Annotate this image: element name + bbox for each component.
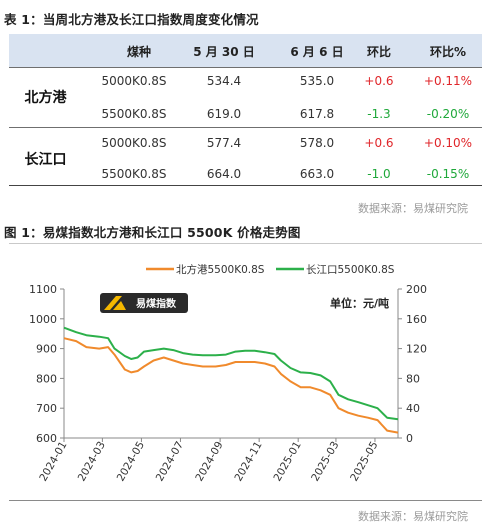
cell-coal: 5000K0.8S [101, 74, 167, 88]
cell-may30: 534.4 [206, 74, 242, 88]
x-tick-label: 2025-03 [309, 440, 341, 484]
left-tick-label: 1100 [29, 283, 57, 296]
unit-label: 单位：元/吨 [330, 296, 389, 310]
chart-bottom-rule [9, 500, 482, 501]
right-tick-label: 40 [406, 402, 420, 415]
legend-label-north-port: 北方港5500K0.8S [176, 263, 265, 276]
left-tick-label: 900 [36, 343, 57, 356]
cell-change: -1.3 [367, 107, 391, 121]
cell-coal: 5500K0.8S [101, 107, 167, 121]
cell-may30: 577.4 [206, 136, 242, 150]
cell-change-pct: +0.10% [423, 136, 473, 150]
header-change: 环比 [366, 45, 391, 59]
x-tick-label: 2024-03 [76, 440, 108, 484]
price-trend-chart: 北方港5500K0.8S 长江口5500K0.8S 易煤指数 单位：元/吨 60… [29, 263, 427, 484]
header-jun-6: 6 月 6 日 [290, 45, 344, 59]
right-tick-label: 0 [406, 432, 413, 445]
right-tick-label: 200 [406, 283, 427, 296]
right-tick-label: 120 [406, 343, 427, 356]
cell-change: -1.0 [367, 167, 391, 181]
table-heading: 表 1：当周北方港及长江口指数周度变化情况 [4, 12, 259, 27]
region-label-yangtze-estuary: 长江口 [24, 152, 67, 168]
cell-jun6: 578.0 [299, 136, 335, 150]
cell-may30: 619.0 [206, 107, 242, 121]
cell-jun6: 535.0 [299, 74, 335, 88]
x-tick-label: 2024-09 [193, 440, 225, 484]
table-source-note: 数据来源：易煤研究院 [358, 202, 468, 215]
chart-source-note: 数据来源：易煤研究院 [358, 510, 468, 523]
left-tick-label: 700 [36, 402, 57, 415]
header-may-30: 5 月 30 日 [193, 45, 255, 59]
cell-change: +0.6 [364, 74, 394, 88]
cell-coal: 5500K0.8S [101, 167, 167, 181]
header-divider [9, 67, 482, 68]
cell-change-pct: +0.11% [423, 74, 473, 88]
cell-coal: 5000K0.8S [101, 136, 167, 150]
right-tick-label: 160 [406, 313, 427, 326]
cell-change-pct: -0.20% [426, 107, 470, 121]
x-tick-label: 2025-05 [348, 440, 380, 484]
logo-text: 易煤指数 [136, 297, 177, 310]
group-divider [9, 127, 482, 128]
price-change-table: 煤种 5 月 30 日 6 月 6 日 环比 环比% 北方港 5000K0.8S… [9, 34, 482, 186]
x-tick-label: 2024-05 [115, 440, 147, 484]
chart-heading: 图 1：易煤指数北方港和长江口 5500K 价格走势图 [4, 225, 301, 240]
yimei-index-logo: 易煤指数 [100, 293, 188, 313]
table-bottom-rule [9, 185, 482, 186]
legend-label-yangtze-estuary: 长江口5500K0.8S [306, 264, 395, 276]
header-coal-type: 煤种 [126, 45, 151, 59]
cell-change-pct: -0.15% [426, 167, 470, 181]
series-line-north-port [63, 337, 399, 434]
left-tick-label: 800 [36, 372, 57, 385]
region-label-north-port: 北方港 [24, 90, 67, 106]
table-header-row [9, 34, 482, 67]
x-tick-label: 2024-11 [232, 440, 264, 484]
cell-jun6: 617.8 [299, 107, 335, 121]
cell-jun6: 663.0 [299, 167, 335, 181]
header-change-pct: 环比% [429, 45, 467, 59]
x-tick-label: 2024-01 [37, 440, 69, 484]
cell-may30: 664.0 [206, 167, 242, 181]
x-tick-label: 2025-01 [271, 440, 303, 484]
left-tick-label: 600 [36, 432, 57, 445]
right-tick-label: 80 [406, 372, 420, 385]
cell-change: +0.6 [364, 136, 394, 150]
series-line-yangtze-estuary [63, 326, 399, 421]
left-tick-label: 1000 [29, 313, 57, 326]
chart-top-rule [9, 243, 482, 244]
x-tick-label: 2024-07 [154, 440, 186, 484]
